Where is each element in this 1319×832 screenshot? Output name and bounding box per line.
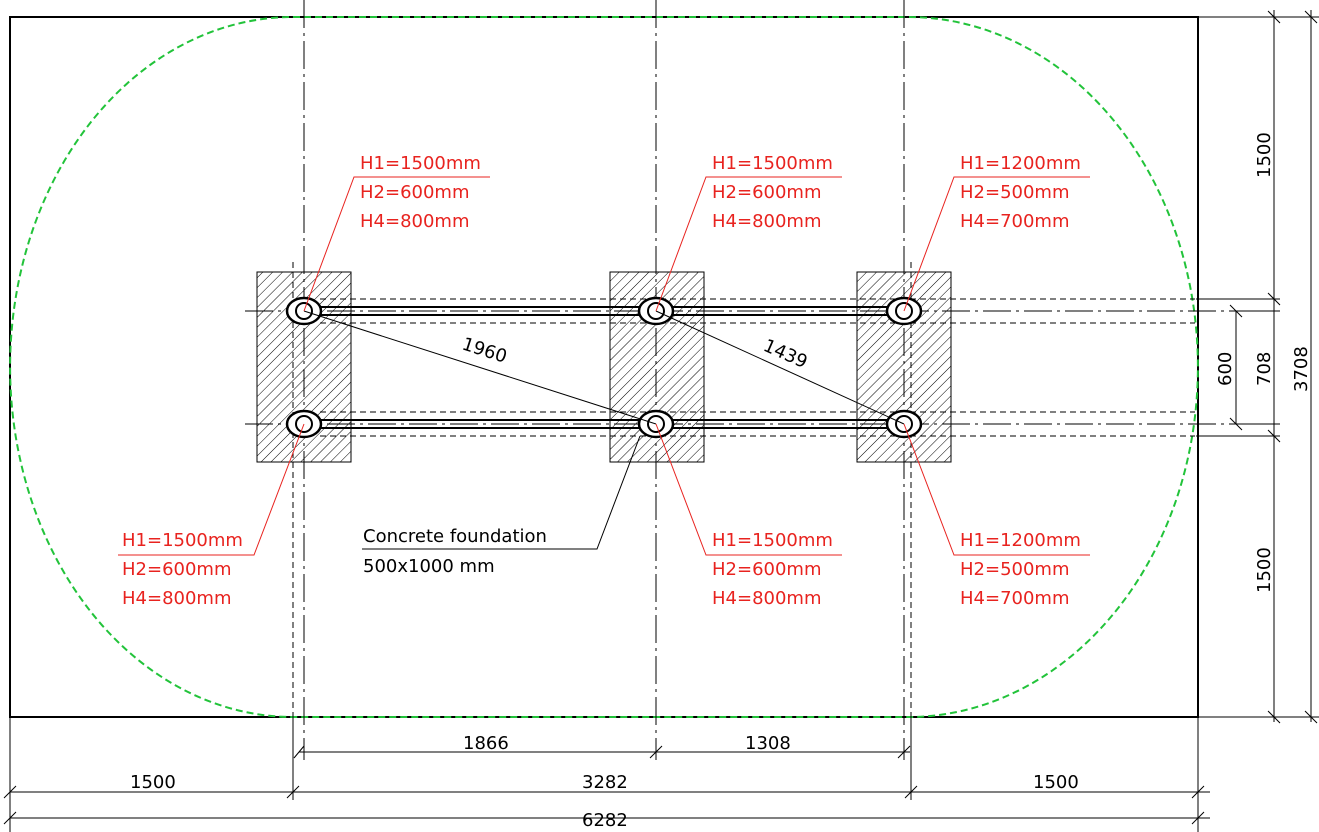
vertical-axis-lines xyxy=(303,0,905,760)
label-block-bottom-left: H1=1500mm H2=600mm H4=800mm xyxy=(122,530,243,609)
right-dimensions xyxy=(1196,10,1319,724)
svg-text:H1=1200mm: H1=1200mm xyxy=(960,153,1081,174)
svg-text:3708: 3708 xyxy=(1291,346,1312,392)
svg-text:1866: 1866 xyxy=(463,733,509,754)
diagonal-left-label: 1960 xyxy=(459,334,509,368)
foundation-note: Concrete foundation 500x1000 mm xyxy=(362,435,641,577)
svg-text:H1=1200mm: H1=1200mm xyxy=(960,530,1081,551)
svg-text:H4=800mm: H4=800mm xyxy=(122,588,232,609)
svg-text:1500: 1500 xyxy=(1254,132,1275,178)
beam-reference-lines xyxy=(292,262,1195,717)
svg-text:H4=800mm: H4=800mm xyxy=(360,211,470,232)
label-block-top-middle: H1=1500mm H2=600mm H4=800mm xyxy=(712,153,833,232)
bars xyxy=(318,306,888,429)
svg-text:H4=800mm: H4=800mm xyxy=(712,588,822,609)
svg-text:H4=800mm: H4=800mm xyxy=(712,211,822,232)
label-block-top-left: H1=1500mm H2=600mm H4=800mm xyxy=(360,153,481,232)
site-boundary xyxy=(9,16,1199,718)
svg-text:H1=1500mm: H1=1500mm xyxy=(360,153,481,174)
svg-text:H4=700mm: H4=700mm xyxy=(960,211,1070,232)
horizontal-axis-lines xyxy=(245,310,1240,425)
label-leaders xyxy=(118,176,1090,556)
svg-text:H1=1500mm: H1=1500mm xyxy=(712,530,833,551)
svg-text:H2=600mm: H2=600mm xyxy=(712,182,822,203)
svg-text:H4=700mm: H4=700mm xyxy=(960,588,1070,609)
right-dimension-labels: 1500 1500 600 708 3708 xyxy=(1215,132,1312,593)
label-block-bottom-middle: H1=1500mm H2=600mm H4=800mm xyxy=(712,530,833,609)
bottom-dimensions xyxy=(3,717,1210,832)
foundation-title: Concrete foundation xyxy=(363,526,547,547)
safety-zone-outline xyxy=(9,16,1199,718)
svg-text:1500: 1500 xyxy=(130,772,176,793)
diagonal-right-label: 1439 xyxy=(760,335,810,373)
svg-text:6282: 6282 xyxy=(582,810,628,831)
bottom-dimension-labels: 1866 1308 1500 3282 1500 6282 xyxy=(130,733,1079,831)
svg-text:1500: 1500 xyxy=(1254,547,1275,593)
foundation-size: 500x1000 mm xyxy=(363,556,495,577)
label-block-top-right: H1=1200mm H2=500mm H4=700mm xyxy=(960,153,1081,232)
svg-text:H1=1500mm: H1=1500mm xyxy=(712,153,833,174)
svg-text:H2=500mm: H2=500mm xyxy=(960,182,1070,203)
concrete-foundations xyxy=(256,271,952,463)
svg-text:1308: 1308 xyxy=(745,733,791,754)
diagonal-dimensions: 1960 1439 xyxy=(303,310,905,425)
svg-text:H2=600mm: H2=600mm xyxy=(122,559,232,580)
svg-text:H1=1500mm: H1=1500mm xyxy=(122,530,243,551)
posts xyxy=(285,296,923,439)
svg-text:708: 708 xyxy=(1254,352,1275,386)
svg-text:3282: 3282 xyxy=(582,772,628,793)
svg-text:H2=600mm: H2=600mm xyxy=(712,559,822,580)
svg-text:H2=500mm: H2=500mm xyxy=(960,559,1070,580)
post-labels: H1=1500mm H2=600mm H4=800mm H1=1500mm H2… xyxy=(122,153,1081,609)
label-block-bottom-right: H1=1200mm H2=500mm H4=700mm xyxy=(960,530,1081,609)
svg-text:600: 600 xyxy=(1215,352,1236,386)
svg-text:1500: 1500 xyxy=(1033,772,1079,793)
svg-text:H2=600mm: H2=600mm xyxy=(360,182,470,203)
